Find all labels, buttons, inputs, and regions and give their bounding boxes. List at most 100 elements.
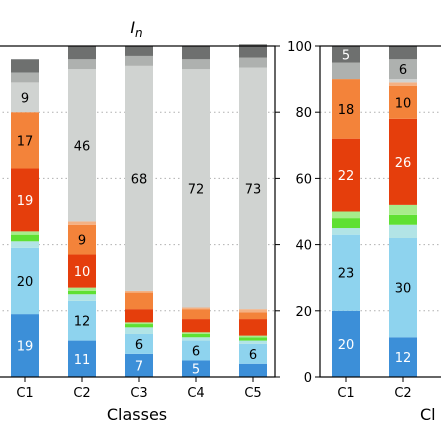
bar-segment bbox=[389, 237, 417, 338]
bar-segment bbox=[11, 314, 39, 377]
bar-segment bbox=[239, 340, 267, 344]
data-label: 6 bbox=[135, 338, 143, 353]
bar-segment bbox=[389, 214, 417, 225]
bar-segment bbox=[182, 340, 210, 361]
y-tick-label: 20 bbox=[295, 305, 312, 320]
bar-segment bbox=[11, 168, 39, 232]
bar-segment bbox=[125, 327, 153, 334]
data-label: 18 bbox=[338, 103, 355, 118]
bar-segment bbox=[125, 353, 153, 377]
data-label: 6 bbox=[399, 63, 407, 78]
bar-segment bbox=[11, 59, 39, 73]
bar-segment bbox=[68, 254, 96, 288]
x-axis-title: Classes bbox=[107, 405, 167, 424]
bar-segment bbox=[332, 218, 360, 229]
bar-segment bbox=[125, 292, 153, 310]
data-label: 10 bbox=[395, 96, 412, 111]
bar-segment bbox=[332, 138, 360, 212]
bar-segment bbox=[182, 307, 210, 310]
bar-segment bbox=[332, 228, 360, 235]
data-label: 5 bbox=[342, 48, 350, 63]
bar-segment bbox=[11, 112, 39, 169]
data-label: 19 bbox=[17, 194, 34, 209]
x-tick-label: C3 bbox=[130, 386, 147, 401]
chart-title-subscript: n bbox=[135, 26, 143, 40]
bar-segment bbox=[332, 310, 360, 377]
data-label: 73 bbox=[245, 182, 262, 197]
y-tick-label: 0 bbox=[304, 371, 312, 386]
bar-segment bbox=[11, 231, 39, 235]
bar-segment bbox=[68, 224, 96, 255]
data-label: 12 bbox=[74, 315, 91, 330]
data-label: 68 bbox=[131, 172, 148, 187]
right-panel: 20 23 22 18 5 C1 12 30 26 10 6 C2 0 20 40 60 80 100 Cl bbox=[287, 40, 441, 424]
bar-segment bbox=[389, 79, 417, 83]
data-label: 26 bbox=[395, 156, 412, 171]
bar-segment bbox=[182, 333, 210, 338]
bar-segment bbox=[11, 82, 39, 113]
bar-segment bbox=[239, 57, 267, 68]
data-label: 19 bbox=[17, 340, 34, 355]
bar-segment bbox=[389, 46, 417, 60]
data-label: 6 bbox=[249, 348, 257, 363]
bar-segment bbox=[68, 294, 96, 301]
plot-frame bbox=[0, 45, 276, 378]
data-label: 12 bbox=[395, 351, 412, 366]
bar-segment bbox=[68, 290, 96, 295]
data-label: 9 bbox=[78, 234, 86, 249]
bar-segment bbox=[332, 62, 360, 80]
data-label: 5 bbox=[192, 363, 200, 378]
data-label: 72 bbox=[188, 182, 205, 197]
y-tick-label: 80 bbox=[295, 106, 312, 121]
plot-frame bbox=[319, 45, 441, 378]
data-label: 11 bbox=[74, 353, 91, 368]
bar-segment bbox=[125, 65, 153, 291]
bar-segment bbox=[182, 69, 210, 308]
bar-segment bbox=[68, 59, 96, 70]
bar-segment bbox=[239, 335, 267, 338]
bar-segment bbox=[182, 337, 210, 341]
x-tick-label: C4 bbox=[187, 386, 204, 401]
data-label: 22 bbox=[338, 169, 355, 184]
bar-segment bbox=[389, 118, 417, 205]
data-label: 6 bbox=[192, 345, 200, 360]
bar-segment bbox=[11, 234, 39, 242]
data-label: 46 bbox=[74, 139, 91, 154]
y-tick-label: 60 bbox=[295, 172, 312, 187]
data-label: 10 bbox=[74, 265, 91, 280]
left-panel: 19 20 19 17 9 C1 11 12 10 9 46 C2 7 6 68 C3 5 6 72 C4 6 73 C5 I… bbox=[0, 18, 280, 424]
data-label: 7 bbox=[135, 359, 143, 374]
data-label: 17 bbox=[17, 134, 34, 149]
x-axis-title: Cl bbox=[420, 405, 436, 424]
bar-segment bbox=[125, 55, 153, 66]
bar-segment bbox=[182, 46, 210, 60]
bar-segment bbox=[125, 46, 153, 56]
bar-segment bbox=[182, 59, 210, 70]
bar-segment bbox=[68, 300, 96, 341]
bar-segment bbox=[125, 290, 153, 293]
bar-segment bbox=[332, 211, 360, 219]
bar-segment bbox=[125, 322, 153, 325]
bar-segment bbox=[182, 319, 210, 333]
bar-segment bbox=[239, 312, 267, 320]
bar-segment bbox=[332, 234, 360, 311]
bar-segment bbox=[332, 46, 360, 63]
data-label: 20 bbox=[338, 338, 355, 353]
data-label: 23 bbox=[338, 267, 355, 282]
bar-segment bbox=[239, 319, 267, 336]
bar-segment bbox=[389, 85, 417, 119]
bar-segment bbox=[239, 309, 267, 313]
chart-title: In bbox=[130, 18, 142, 40]
bar-segment bbox=[239, 363, 267, 377]
bar-segment bbox=[239, 337, 267, 341]
bar-segment bbox=[389, 337, 417, 377]
x-tick-label: C1 bbox=[337, 386, 354, 401]
data-label: 30 bbox=[395, 282, 412, 297]
bar-segment bbox=[68, 69, 96, 222]
bar-segment bbox=[125, 333, 153, 354]
bar-segment bbox=[332, 79, 360, 139]
bar-segment bbox=[389, 82, 417, 86]
bar-segment bbox=[389, 59, 417, 80]
x-tick-label: C2 bbox=[394, 386, 411, 401]
